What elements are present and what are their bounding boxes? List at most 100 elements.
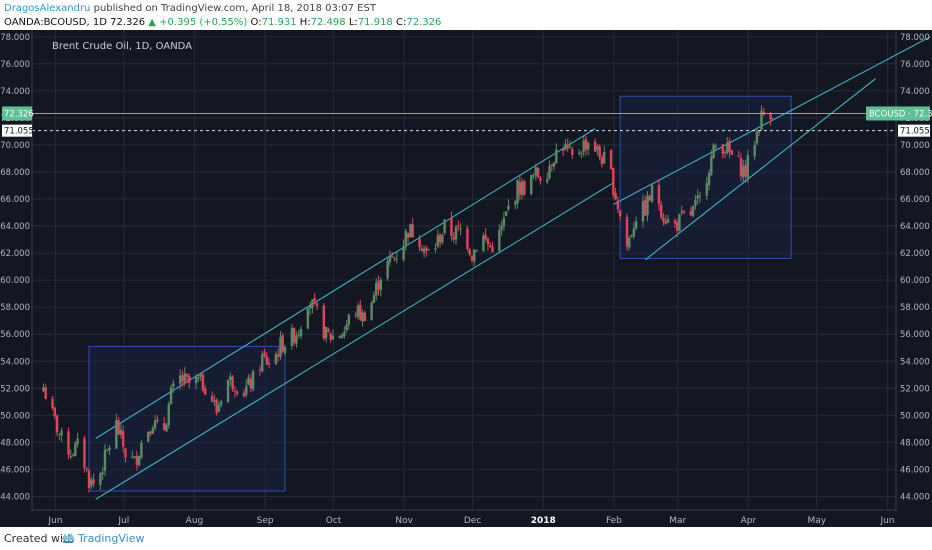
time-axis[interactable]: Jun Jul Aug Sep Oct Nov Dec 2018 Feb Mar Apr May Jun xyxy=(47,516,894,526)
candle-body xyxy=(726,142,729,154)
candle-body xyxy=(454,226,458,240)
left-dashed-level-box xyxy=(2,124,32,137)
time-tick-label: Aug xyxy=(186,516,204,526)
price-chart[interactable]: 44.000 46.000 48.000 50.000 52.000 54.000 56.0… xyxy=(0,30,932,527)
candle-body xyxy=(600,157,604,165)
time-tick-label: Jul xyxy=(117,516,129,526)
candle-body xyxy=(707,173,711,186)
right-price-axis[interactable]: 44.000 46.000 48.000 50.000 52.000 54.000 56.0… xyxy=(866,33,932,503)
candle-body xyxy=(659,204,663,218)
candle-body xyxy=(274,353,278,365)
candle-body xyxy=(308,306,312,309)
candle-body xyxy=(90,479,93,487)
up-arrow-icon: ▲ xyxy=(148,17,156,28)
candle-body xyxy=(92,479,95,484)
candle-body xyxy=(359,304,362,320)
right-tick-label: 48.000 xyxy=(900,438,930,448)
high-label: H: xyxy=(299,17,311,28)
candle-body xyxy=(235,391,239,394)
candle-body xyxy=(124,448,127,458)
candle-body xyxy=(714,145,718,147)
published-text: published on TradingView.com, April 18, … xyxy=(93,3,376,14)
candle-body xyxy=(507,205,510,210)
candle-body xyxy=(322,305,325,339)
candle-body xyxy=(666,218,670,223)
candle-body xyxy=(74,443,77,456)
left-tick-label: 78.000 xyxy=(0,33,30,43)
candle-body xyxy=(135,456,139,465)
candle-body xyxy=(297,334,300,336)
candle-body xyxy=(532,175,535,177)
candle-body xyxy=(721,144,724,154)
right-tick-label: 64.000 xyxy=(900,222,930,232)
candle-body xyxy=(580,152,583,155)
candle-body xyxy=(662,217,665,222)
candle-body xyxy=(694,200,697,206)
candle-body xyxy=(502,217,506,227)
time-tick-label: Sep xyxy=(257,516,274,526)
candle-body xyxy=(564,143,567,150)
candle-body xyxy=(689,210,693,216)
candle-body xyxy=(518,181,522,195)
candle-body xyxy=(664,221,667,225)
right-tick-label: 46.000 xyxy=(900,465,930,475)
left-tick-label: 70.000 xyxy=(0,141,30,151)
candle-body xyxy=(705,183,708,196)
candle-body xyxy=(760,110,763,131)
candle-body xyxy=(361,312,364,322)
candle-body xyxy=(587,142,590,150)
candle-body xyxy=(199,373,202,377)
candle-body xyxy=(650,185,654,202)
candle-body xyxy=(548,166,551,179)
candle-body xyxy=(108,447,111,451)
candle-body xyxy=(466,228,469,249)
candle-body xyxy=(283,347,287,354)
time-tick-label: Jun xyxy=(879,516,894,526)
candle-body xyxy=(504,211,508,216)
candle-body xyxy=(354,314,357,316)
candle-body xyxy=(406,232,410,238)
right-dashed-level-box xyxy=(898,124,930,137)
candle-body xyxy=(411,224,414,238)
candle-body xyxy=(42,387,45,392)
candle-body xyxy=(475,250,478,252)
candle-body xyxy=(425,247,428,251)
candle-body xyxy=(163,423,166,431)
candle-body xyxy=(147,432,150,442)
candle-body xyxy=(571,149,574,155)
candle-body xyxy=(242,392,246,397)
candle-body xyxy=(603,152,606,164)
candle-body xyxy=(324,327,328,339)
candle-body xyxy=(201,374,205,391)
author-link[interactable]: DragosAlexandru xyxy=(4,3,91,14)
candle-body xyxy=(698,195,702,197)
candle-body xyxy=(55,415,59,433)
candle-body xyxy=(51,398,54,409)
candle-body xyxy=(44,387,47,399)
tradingview-brand[interactable]: TradingView xyxy=(78,532,145,545)
close-value: 72.326 xyxy=(406,17,442,28)
candle-body xyxy=(226,379,230,403)
candle-body xyxy=(165,424,168,432)
left-dashed-level-label: 71.055 xyxy=(4,127,34,137)
candle-body xyxy=(188,376,191,384)
candle-body xyxy=(609,150,613,170)
tradingview-logo-icon xyxy=(61,533,75,543)
candle-body xyxy=(625,217,629,247)
candle-body xyxy=(121,431,125,447)
candle-body xyxy=(577,152,581,154)
candle-body xyxy=(641,200,645,222)
candle-body xyxy=(646,195,649,215)
candle-body xyxy=(746,155,750,179)
last-price: 72.326 xyxy=(110,17,146,28)
candle-body xyxy=(618,210,622,217)
candle-body xyxy=(753,144,756,157)
candle-body xyxy=(131,456,134,458)
candle-body xyxy=(83,438,86,468)
candle-body xyxy=(712,144,715,158)
right-tick-label: 74.000 xyxy=(900,87,930,97)
candle-body xyxy=(290,327,294,346)
time-tick-label: 2018 xyxy=(531,516,556,526)
candle-body xyxy=(356,305,360,317)
candle-body xyxy=(514,201,517,205)
